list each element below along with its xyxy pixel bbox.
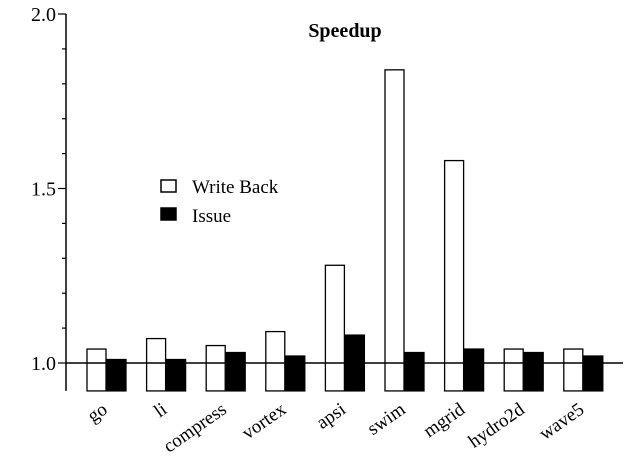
legend: Write Back Issue	[160, 177, 279, 227]
bar-write-back-hydro2d	[503, 348, 524, 392]
bar-issue-li	[165, 358, 187, 392]
legend-label-write-back: Write Back	[192, 177, 279, 198]
x-tick-label-swim: swim	[364, 399, 410, 440]
y-tick-label: 2.0	[31, 4, 56, 26]
x-tick-label-vortex: vortex	[238, 399, 290, 444]
bar-write-back-wave5	[563, 348, 584, 392]
x-tick-label-go: go	[84, 399, 112, 427]
bar-issue-wave5	[583, 355, 604, 392]
bar-issue-compress	[225, 351, 246, 392]
x-tick-label-mgrid: mgrid	[420, 399, 470, 443]
legend-label-issue: Issue	[192, 206, 231, 227]
x-tick-label-apsi: apsi	[313, 399, 350, 434]
bars	[86, 69, 604, 392]
bar-issue-go	[106, 358, 127, 392]
bar-write-back-go	[86, 348, 107, 392]
bar-write-back-apsi	[324, 264, 346, 392]
bar-issue-vortex	[285, 355, 306, 392]
bar-write-back-swim	[384, 69, 405, 392]
bar-issue-hydro2d	[523, 351, 544, 392]
bar-write-back-vortex	[265, 330, 286, 392]
x-tick-label-hydro2d: hydro2d	[465, 399, 529, 453]
chart-title: Speedup	[308, 20, 381, 42]
bar-write-back-mgrid	[443, 159, 465, 392]
bar-issue-mgrid	[463, 348, 485, 392]
y-tick-label: 1.0	[31, 353, 56, 375]
bar-issue-swim	[404, 351, 425, 392]
y-tick-label: 1.5	[31, 179, 56, 201]
legend-swatch-write-back	[160, 179, 177, 193]
y-axis: 1.0 1.5 2.0	[31, 4, 67, 391]
x-tick-label-li: li	[150, 399, 171, 422]
x-tick-label-compress: compress	[160, 399, 231, 457]
x-tick-label-wave5: wave5	[535, 399, 588, 445]
legend-swatch-issue	[160, 207, 177, 221]
bar-write-back-compress	[205, 344, 226, 392]
bar-write-back-li	[145, 337, 167, 392]
